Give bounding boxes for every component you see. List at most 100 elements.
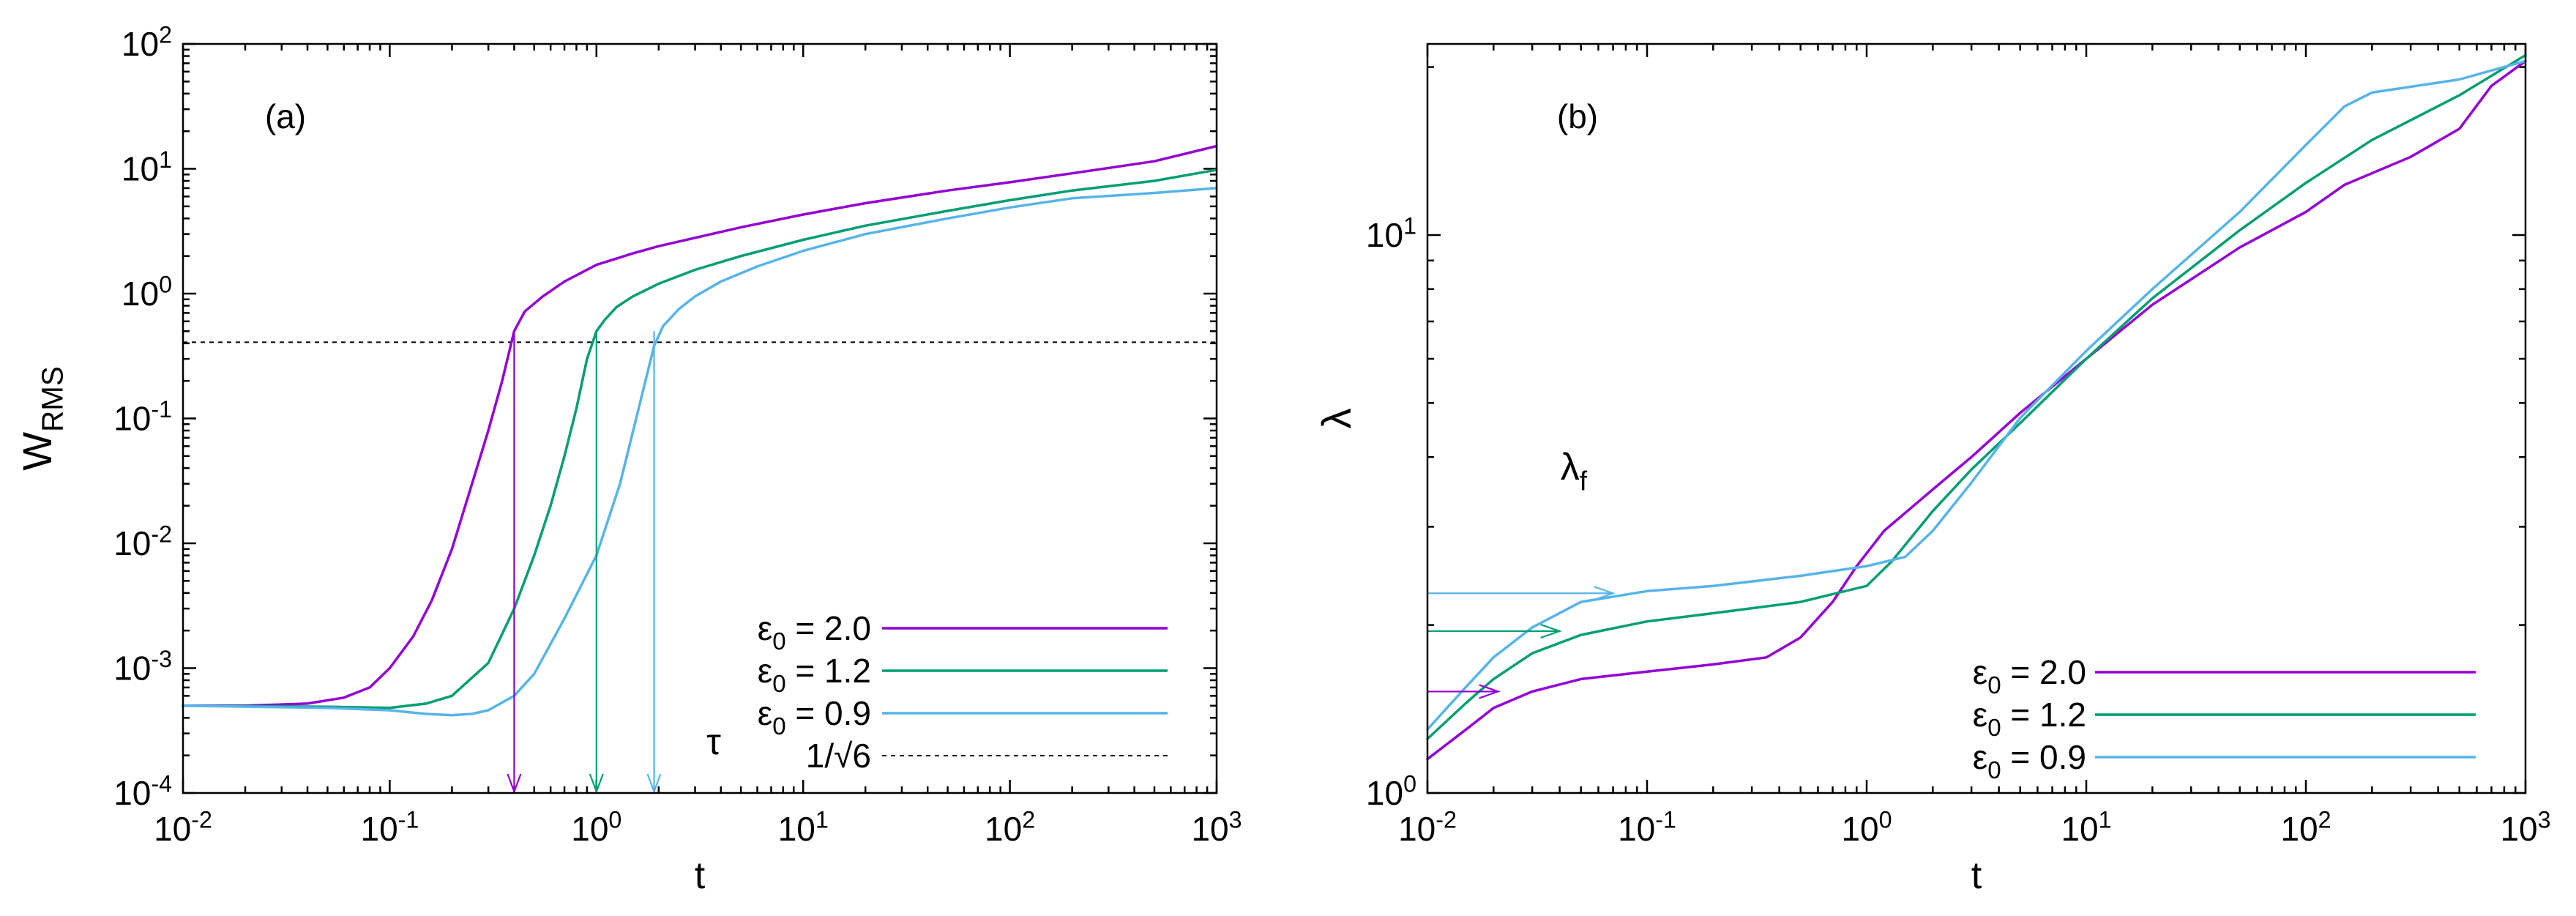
x-tick-label: 10-2: [154, 807, 212, 848]
plot-frame: [1426, 42, 2527, 794]
legend-label-0: ε0 = 2.0: [1973, 653, 2086, 699]
y-tick-label-base: 10: [122, 275, 159, 313]
x-axis-label: t: [1971, 854, 1982, 897]
panel-a-chart: 10-2 10-1 100 101 102 10310-410-310-210-11001…: [14, 22, 1242, 897]
lambda-f-arrow-head: [1540, 623, 1562, 639]
legend-label-1-symbol: ε: [1973, 696, 1988, 734]
y-tick-label-base: 10: [113, 649, 151, 688]
y-tick-label-exp: 1: [1403, 212, 1416, 239]
y-tick-label: 100: [1366, 771, 1416, 812]
series-line-2: [1426, 59, 2527, 731]
legend-label-1: ε0 = 1.2: [758, 652, 871, 698]
legend-label-2-symbol: ε: [1973, 738, 1988, 776]
y-axis-label-main: W: [14, 432, 60, 471]
y-tick-label: 101: [1366, 212, 1416, 253]
legend-label-2-sub: 0: [772, 713, 785, 740]
legend-label-2-value: = 0.9: [786, 694, 871, 732]
x-tick-label-base: 10: [1841, 810, 1878, 848]
y-tick-label: 102: [122, 22, 172, 63]
lambda-f-annotation-sub: f: [1580, 466, 1588, 496]
x-tick-label: 100: [1841, 807, 1892, 848]
y-tick-label-exp: -4: [151, 771, 172, 797]
x-tick-label-exp: 3: [1229, 807, 1242, 833]
y-tick-label-exp: -3: [151, 646, 172, 672]
x-tick-label-base: 10: [361, 810, 398, 848]
series-line-1: [182, 168, 1218, 710]
legend-label-1-value: = 1.2: [786, 652, 871, 690]
lambda-f-annotation: λf: [1561, 446, 1588, 496]
x-tick-label-base: 10: [1191, 810, 1228, 848]
series-line-1: [1426, 53, 2527, 740]
y-tick-label-exp: -2: [151, 521, 172, 548]
x-tick-label-exp: 0: [1879, 807, 1892, 833]
series-line-0: [1426, 59, 2527, 761]
legend-label-0-symbol: ε: [758, 609, 773, 647]
y-axis-label-sub: RMS: [36, 366, 70, 432]
legend-label-2: ε0 = 0.9: [758, 694, 871, 740]
x-tick-label: 10-2: [1398, 807, 1457, 848]
series-line-0: [182, 144, 1218, 707]
y-tick-label-base: 10: [113, 774, 151, 812]
y-tick-label-exp: 2: [159, 22, 172, 48]
x-tick-label: 102: [985, 807, 1035, 848]
lambda-f-annotation-main: λ: [1561, 446, 1580, 488]
y-tick-label-base: 10: [122, 150, 159, 188]
x-tick-label-exp: 1: [815, 807, 829, 833]
x-tick-label-exp: -1: [398, 807, 419, 833]
x-tick-label-exp: 2: [1022, 807, 1035, 833]
legend-label-0-value: = 2.0: [786, 609, 871, 647]
x-tick-label-exp: -1: [1655, 807, 1676, 833]
x-tick-label-base: 10: [778, 810, 815, 848]
x-tick-label: 101: [2061, 807, 2111, 848]
x-tick-label: 102: [2280, 807, 2331, 848]
legend-label-2-symbol: ε: [758, 694, 773, 732]
y-tick-label-base: 10: [122, 25, 159, 63]
tau-arrow-head: [646, 773, 662, 794]
x-tick-label-exp: -2: [1436, 807, 1457, 833]
x-axis-label: t: [695, 854, 706, 897]
legend-label-0-sub: 0: [772, 628, 785, 655]
legend-label-1-symbol: ε: [758, 652, 773, 690]
x-tick-label-base: 10: [2280, 810, 2318, 848]
y-tick-label-base: 10: [113, 400, 151, 438]
legend-label-1-sub: 0: [1987, 715, 2001, 742]
x-tick-label: 103: [1191, 807, 1242, 848]
x-tick-label-exp: 1: [2099, 807, 2112, 833]
y-axis-label: WRMS: [14, 366, 70, 470]
y-tick-label-exp: 1: [159, 146, 172, 173]
y-tick-label: 10-4: [113, 771, 172, 812]
legend-label-2-sub: 0: [1987, 757, 2001, 784]
lambda-f-arrow-head: [1594, 586, 1616, 601]
x-tick-label-exp: 3: [2538, 807, 2551, 833]
legend-label-0-symbol: ε: [1973, 653, 1988, 691]
legend-label-1-value: = 1.2: [2001, 696, 2086, 734]
y-tick-label: 100: [122, 272, 172, 313]
x-tick-label: 103: [2500, 807, 2550, 848]
y-tick-label: 10-2: [113, 521, 172, 562]
x-tick-label: 10-1: [361, 807, 419, 848]
legend-label-0-sub: 0: [1987, 672, 2001, 699]
legend-label-2-value: = 0.9: [2001, 738, 2086, 776]
x-tick-label-base: 10: [571, 810, 608, 848]
series-line-2: [182, 187, 1218, 717]
tau-arrow-head: [507, 773, 522, 794]
x-tick-label-exp: 0: [608, 807, 621, 833]
x-tick-label-base: 10: [1618, 810, 1655, 848]
x-tick-label-base: 10: [1398, 810, 1436, 848]
y-tick-label: 10-3: [113, 646, 172, 687]
x-tick-label: 10-1: [1618, 807, 1676, 848]
x-tick-label-base: 10: [985, 810, 1022, 848]
x-tick-label: 100: [571, 807, 621, 848]
y-tick-label-base: 10: [1366, 774, 1403, 812]
y-axis-label: λ: [1313, 409, 1359, 429]
legend-label-1-sub: 0: [772, 671, 785, 698]
legend-label-2: ε0 = 0.9: [1973, 738, 2086, 784]
x-tick-label-exp: -2: [191, 807, 212, 833]
x-tick-label: 101: [778, 807, 829, 848]
x-tick-label-base: 10: [154, 810, 191, 848]
panel-label: (a): [265, 97, 306, 135]
panel-label: (b): [1557, 97, 1598, 135]
